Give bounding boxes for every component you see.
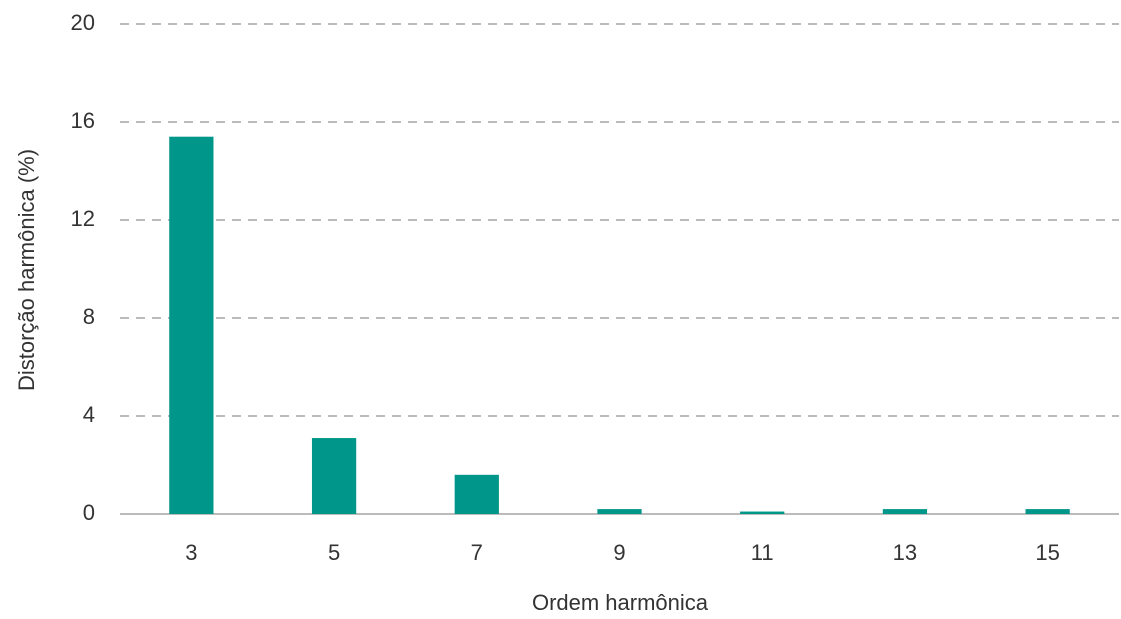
x-tick-label: 3	[185, 540, 197, 565]
y-tick-label: 8	[83, 304, 95, 329]
bar	[454, 474, 499, 514]
bar	[311, 438, 357, 514]
x-tick-label: 15	[1035, 540, 1059, 565]
x-tick-label: 9	[613, 540, 625, 565]
y-tick-label: 0	[83, 500, 95, 525]
bar	[882, 509, 928, 514]
x-axis-title: Ordem harmônica	[532, 590, 709, 615]
bar	[597, 509, 642, 514]
y-axis-title: Distorção harmônica (%)	[14, 149, 39, 391]
y-tick-label: 20	[71, 10, 95, 35]
x-tick-label: 13	[893, 540, 917, 565]
bar	[740, 511, 785, 514]
x-tick-label: 5	[328, 540, 340, 565]
bar	[169, 136, 214, 514]
y-tick-label: 12	[71, 206, 95, 231]
y-tick-label: 16	[71, 108, 95, 133]
x-tick-label: 11	[751, 540, 774, 565]
bar	[1025, 509, 1070, 514]
x-tick-label: 7	[471, 540, 483, 565]
y-tick-label: 4	[83, 402, 95, 427]
